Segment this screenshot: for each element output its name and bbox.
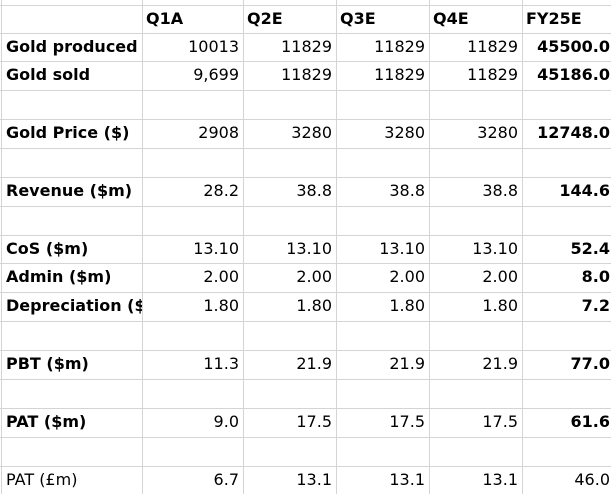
cell-pat-gbp-q2e[interactable]: 13.1 (296, 470, 332, 489)
cell-gold-produced-q4e[interactable]: 11829 (467, 37, 518, 56)
cell-revenue-q2e[interactable]: 38.8 (296, 181, 332, 200)
gridline (142, 0, 143, 494)
cell-gold-sold-q4e[interactable]: 11829 (467, 65, 518, 84)
cell-gold-sold-fy25e[interactable]: 45186.0 (537, 65, 610, 84)
cell-gold-sold-q2e[interactable]: 11829 (281, 65, 332, 84)
cell-pbt-q2e[interactable]: 21.9 (296, 354, 332, 373)
cell-depreciation-q2e[interactable]: 1.80 (296, 296, 332, 315)
row-label-revenue[interactable]: Revenue ($m) (6, 181, 133, 200)
gridline (0, 148, 611, 149)
gridline (0, 90, 611, 91)
gridline (0, 206, 611, 207)
cell-depreciation-q3e[interactable]: 1.80 (389, 296, 425, 315)
gridline (0, 177, 611, 178)
cell-pat-usd-q2e[interactable]: 17.5 (296, 412, 332, 431)
row-label-depreciation[interactable]: Depreciation ($r (6, 296, 142, 315)
cell-admin-q2e[interactable]: 2.00 (296, 267, 332, 286)
gridline (0, 466, 611, 467)
column-header-q2e[interactable]: Q2E (247, 9, 283, 28)
column-header-fy25e[interactable]: FY25E (526, 9, 582, 28)
cell-gold-price-fy25e[interactable]: 12748.0 (537, 123, 610, 142)
gridline (429, 0, 430, 494)
cell-admin-q1a[interactable]: 2.00 (203, 267, 239, 286)
gridline (0, 5, 611, 6)
cell-admin-fy25e[interactable]: 8.0 (581, 267, 610, 286)
cell-gold-sold-q3e[interactable]: 11829 (374, 65, 425, 84)
gridline (0, 263, 611, 264)
gridline (0, 33, 611, 34)
cell-pat-usd-fy25e[interactable]: 61.6 (570, 412, 610, 431)
gridline (0, 292, 611, 293)
cell-pbt-q3e[interactable]: 21.9 (389, 354, 425, 373)
gridline (0, 119, 611, 120)
cell-cos-q2e[interactable]: 13.10 (286, 239, 332, 258)
gridline (522, 0, 523, 494)
column-header-q1a[interactable]: Q1A (146, 9, 184, 28)
gridline (243, 0, 244, 494)
cell-cos-q1a[interactable]: 13.10 (193, 239, 239, 258)
cell-gold-price-q4e[interactable]: 3280 (477, 123, 518, 142)
cell-pbt-fy25e[interactable]: 77.0 (570, 354, 610, 373)
column-header-q4e[interactable]: Q4E (433, 9, 469, 28)
gridline (1, 0, 2, 494)
gridline (0, 235, 611, 236)
cell-pat-usd-q4e[interactable]: 17.5 (482, 412, 518, 431)
cell-pbt-q1a[interactable]: 11.3 (203, 354, 239, 373)
cell-pbt-q4e[interactable]: 21.9 (482, 354, 518, 373)
cell-pat-gbp-q3e[interactable]: 13.1 (389, 470, 425, 489)
column-header-q3e[interactable]: Q3E (340, 9, 376, 28)
cell-revenue-q4e[interactable]: 38.8 (482, 181, 518, 200)
cell-gold-produced-fy25e[interactable]: 45500.0 (537, 37, 610, 56)
gridline (0, 408, 611, 409)
cell-depreciation-q4e[interactable]: 1.80 (482, 296, 518, 315)
cell-gold-price-q3e[interactable]: 3280 (384, 123, 425, 142)
cell-admin-q4e[interactable]: 2.00 (482, 267, 518, 286)
gridline (336, 0, 337, 494)
cell-cos-fy25e[interactable]: 52.4 (570, 239, 610, 258)
gridline (0, 321, 611, 322)
cell-pat-gbp-q1a[interactable]: 6.7 (213, 470, 239, 489)
cell-pat-gbp-fy25e[interactable]: 46.0 (574, 470, 610, 489)
row-label-pat-usd[interactable]: PAT ($m) (6, 412, 87, 431)
row-label-gold-sold[interactable]: Gold sold (6, 65, 91, 84)
row-label-pat-gbp[interactable]: PAT (£m) (6, 470, 78, 489)
cell-gold-produced-q3e[interactable]: 11829 (374, 37, 425, 56)
row-label-gold-price[interactable]: Gold Price ($) (6, 123, 130, 142)
cell-revenue-fy25e[interactable]: 144.6 (559, 181, 610, 200)
gridline (0, 379, 611, 380)
cell-pat-usd-q3e[interactable]: 17.5 (389, 412, 425, 431)
cell-pat-gbp-q4e[interactable]: 13.1 (482, 470, 518, 489)
cell-revenue-q3e[interactable]: 38.8 (389, 181, 425, 200)
cell-gold-produced-q1a[interactable]: 10013 (188, 37, 239, 56)
cell-gold-produced-q2e[interactable]: 11829 (281, 37, 332, 56)
row-label-pbt[interactable]: PBT ($m) (6, 354, 89, 373)
cell-cos-q3e[interactable]: 13.10 (379, 239, 425, 258)
row-label-cos[interactable]: CoS ($m) (6, 239, 89, 258)
cell-pat-usd-q1a[interactable]: 9.0 (213, 412, 239, 431)
cell-revenue-q1a[interactable]: 28.2 (203, 181, 239, 200)
cell-admin-q3e[interactable]: 2.00 (389, 267, 425, 286)
gridline (0, 61, 611, 62)
gridline (0, 350, 611, 351)
gridline (0, 437, 611, 438)
row-label-admin[interactable]: Admin ($m) (6, 267, 112, 286)
cell-cos-q4e[interactable]: 13.10 (472, 239, 518, 258)
cell-gold-sold-q1a[interactable]: 9,699 (193, 65, 239, 84)
cell-depreciation-fy25e[interactable]: 7.2 (581, 296, 610, 315)
cell-gold-price-q2e[interactable]: 3280 (291, 123, 332, 142)
row-label-gold-produced[interactable]: Gold produced (6, 37, 138, 56)
cell-gold-price-q1a[interactable]: 2908 (198, 123, 239, 142)
cell-depreciation-q1a[interactable]: 1.80 (203, 296, 239, 315)
